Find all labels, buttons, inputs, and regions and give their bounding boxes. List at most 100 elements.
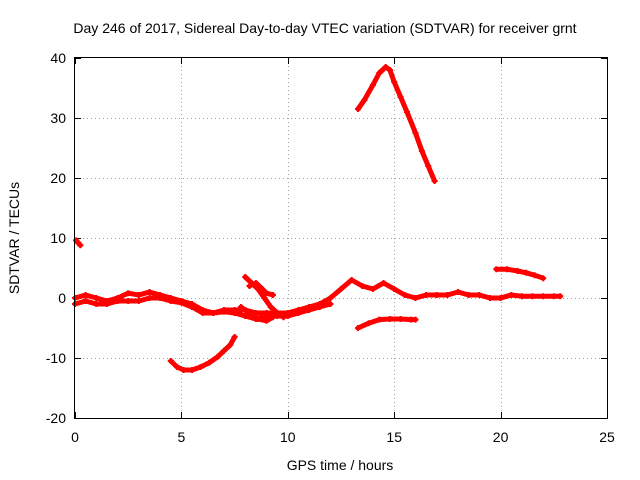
data-point — [423, 292, 430, 298]
data-point — [246, 283, 253, 289]
data-point — [189, 304, 196, 310]
data-point — [327, 295, 334, 301]
series-cluster-8h-c — [237, 304, 276, 324]
y-tick-label: -20 — [46, 410, 66, 426]
data-point — [246, 310, 253, 316]
data-point — [157, 295, 164, 301]
data-point — [220, 347, 227, 354]
data-point — [503, 266, 510, 273]
data-point — [376, 316, 383, 323]
data-point — [497, 295, 504, 301]
data-point — [433, 292, 440, 298]
data-point — [391, 79, 398, 85]
data-point — [455, 289, 462, 295]
series-main-band-lower — [72, 295, 334, 322]
data-point — [386, 67, 393, 73]
data-point — [355, 106, 362, 112]
data-point — [397, 316, 404, 322]
series-arc-low-right — [355, 316, 419, 331]
data-point — [77, 242, 84, 249]
data-point — [82, 298, 89, 304]
data-point — [316, 304, 323, 310]
data-point — [397, 94, 404, 100]
data-point — [361, 97, 368, 103]
data-point — [180, 367, 187, 373]
series-early-spike — [73, 237, 84, 249]
data-point — [508, 292, 515, 298]
x-tick-label: 15 — [386, 429, 402, 445]
data-point — [444, 292, 451, 298]
data-point — [380, 280, 387, 286]
data-point — [220, 308, 227, 315]
data-point — [391, 286, 398, 292]
data-point — [189, 367, 196, 373]
data-point — [529, 293, 536, 300]
data-point — [540, 275, 547, 282]
data-point — [369, 286, 376, 292]
y-tick-label: 0 — [58, 290, 66, 306]
data-point — [242, 313, 249, 319]
data-point — [431, 178, 438, 184]
x-axis-label: GPS time / hours — [287, 457, 394, 473]
chart-title: Day 246 of 2017, Sidereal Day-to-day VTE… — [73, 20, 576, 36]
data-point — [167, 298, 174, 304]
data-point — [355, 325, 362, 331]
tick-labels: 0 5 10 15 20 25 -20 -10 0 10 20 30 40 — [46, 50, 615, 445]
data-point — [269, 314, 276, 321]
data-point — [540, 293, 547, 300]
data-point — [412, 316, 419, 323]
data-point — [403, 109, 410, 115]
data-point — [280, 314, 287, 321]
data-point — [476, 292, 483, 298]
data-point — [295, 310, 302, 316]
data-point — [518, 293, 525, 300]
data-point — [178, 299, 185, 306]
data-point — [146, 295, 153, 301]
data-point — [274, 310, 281, 316]
x-tick-label: 25 — [599, 429, 615, 445]
data-point — [259, 286, 266, 292]
data-point — [382, 64, 389, 70]
data-point — [359, 283, 366, 289]
data-point — [93, 295, 100, 301]
y-tick-label: 20 — [50, 170, 66, 186]
data-point — [531, 272, 538, 279]
series-cluster-8h-b — [246, 280, 276, 298]
data-series — [72, 64, 564, 373]
data-point — [135, 292, 142, 298]
data-point — [327, 301, 334, 307]
data-point — [114, 298, 121, 304]
data-point — [242, 274, 249, 280]
data-point — [514, 268, 521, 274]
data-point — [261, 295, 268, 301]
y-tick-label: -10 — [46, 350, 66, 366]
y-tick-label: 30 — [50, 110, 66, 126]
data-point — [197, 364, 204, 370]
data-point — [263, 317, 270, 324]
data-point — [135, 298, 142, 304]
x-tick-label: 10 — [280, 429, 296, 445]
data-point — [412, 130, 419, 136]
plot-frame — [74, 57, 608, 419]
data-point — [103, 301, 110, 307]
data-point — [146, 289, 153, 295]
data-point — [237, 304, 244, 310]
series-arc-high — [355, 64, 438, 184]
data-point — [174, 364, 181, 370]
data-point — [338, 286, 344, 292]
data-point — [206, 359, 213, 366]
data-point — [125, 298, 132, 304]
data-point — [231, 334, 238, 340]
data-point — [284, 313, 291, 319]
data-point — [418, 148, 425, 154]
y-tick-label: 40 — [50, 50, 66, 66]
series-arc-low-left — [167, 334, 238, 373]
series-line — [168, 334, 238, 373]
data-point — [369, 82, 376, 88]
data-point — [255, 316, 262, 322]
data-point — [557, 293, 564, 300]
data-point — [269, 292, 276, 298]
data-point — [199, 310, 206, 316]
data-point — [227, 341, 234, 348]
